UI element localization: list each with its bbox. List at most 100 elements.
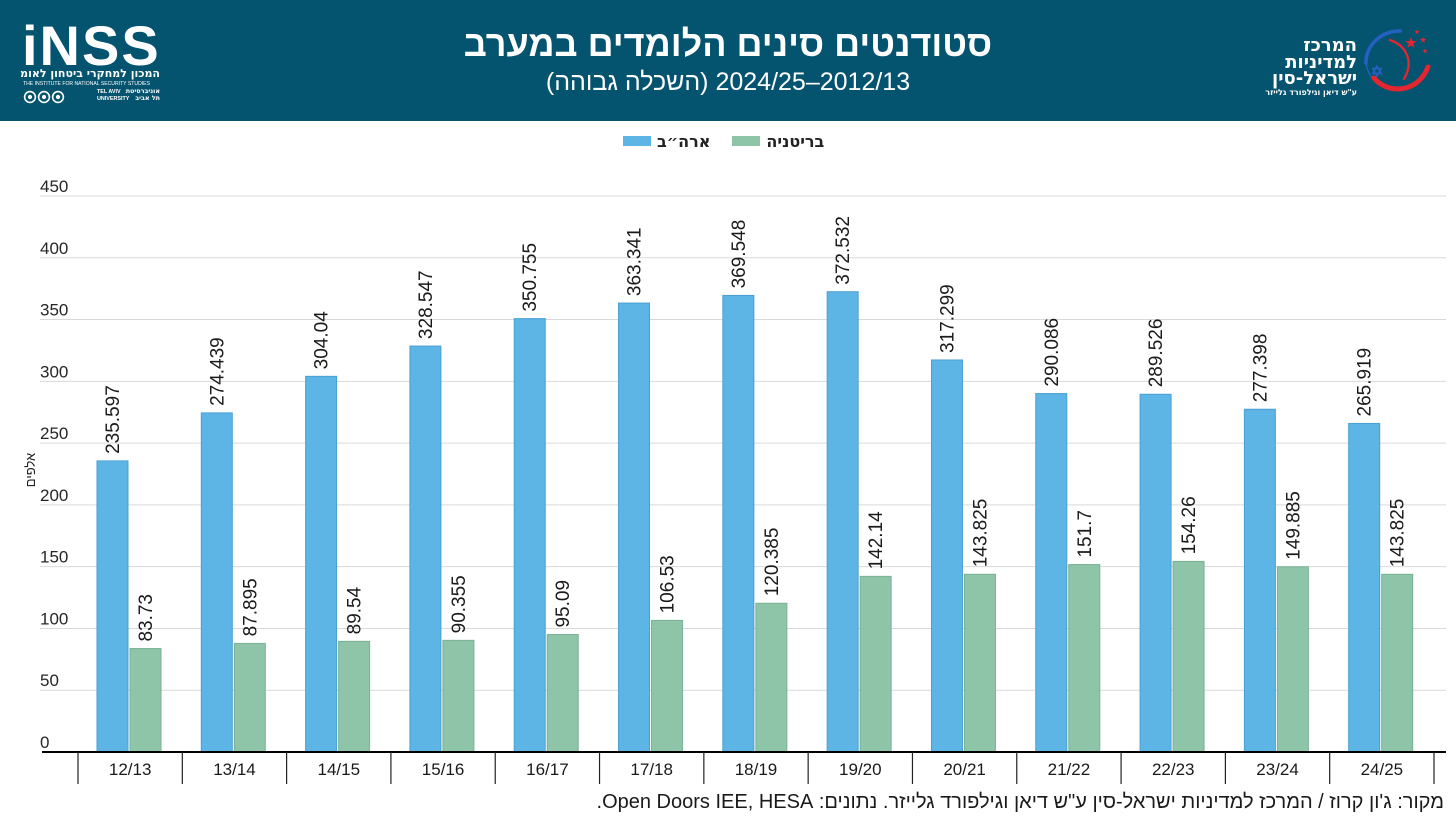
inss-logo-name-en: THE INSTITUTE FOR NATIONAL SECURITY STUD… [23,81,150,87]
y-tick-label-250: 250 [40,424,68,443]
data-label-us-24-25: 265.919 [1355,348,1376,417]
bar-uk-15-16 [442,639,475,753]
data-label-us-15-16: 328.547 [416,270,437,339]
bar-us-15-16 [409,345,442,753]
data-label-us-17-18: 363.341 [625,227,646,296]
x-tick-label-22-23: 22/23 [1152,760,1195,779]
chart-marks: 0 50 100 150 200 250 300 350 400 450 235.597 274.43… [40,177,1446,784]
bar-uk-21-22 [1068,564,1101,753]
center-logo-line1: המרכז [1303,35,1357,56]
center-logo-dedication: ע"ש דיאן וגילפורד גלייזר [1265,88,1357,97]
x-tick-label-12-13: 12/13 [109,760,152,779]
data-label-us-12-13: 235.597 [103,385,124,454]
data-label-us-21-22: 290.086 [1042,318,1063,387]
data-label-us-18-19: 369.548 [729,220,750,289]
data-label-uk-15-16: 90.355 [449,575,470,633]
bar-uk-14-15 [338,640,371,753]
legend-label-us: ארה״ב [657,131,711,151]
x-tick-label-18-19: 18/19 [735,760,778,779]
data-label-uk-14-15: 89.54 [345,586,366,634]
y-tick-label-100: 100 [40,609,68,628]
data-label-uk-13-14: 87.895 [240,578,261,636]
data-label-uk-20-21: 143.825 [970,499,991,568]
data-label-us-13-14: 274.439 [207,337,228,406]
center-logo-line2: למדיניות [1285,52,1357,73]
legend-swatch-us [623,136,651,146]
data-label-uk-12-13: 83.73 [136,594,157,642]
bar-uk-18-19 [755,602,788,753]
legend-item-us: ארה״ב [623,132,732,151]
x-tick-label-16-17: 16/17 [526,760,569,779]
chart-legend: ארה״ב בריטניה [623,130,846,152]
bar-uk-12-13 [129,648,162,753]
data-label-uk-16-17: 95.09 [553,580,574,628]
bar-us-24-25 [1348,422,1381,753]
data-label-us-16-17: 350.755 [520,243,541,312]
bar-us-14-15 [305,375,338,753]
x-tick-label-20-21: 20/21 [943,760,986,779]
bar-uk-17-18 [651,619,684,753]
source-note: מקור: ג'ון קרוז / המרכז למדיניות ישראל-ס… [596,791,1444,813]
bar-us-22-23 [1139,393,1172,753]
data-label-uk-21-22: 151.7 [1075,510,1096,558]
tau-name-he-line1: אוניברסיטת [125,87,160,95]
y-tick-label-300: 300 [40,362,68,381]
bar-us-23-24 [1243,408,1276,753]
legend-item-uk: בריטניה [732,132,846,151]
x-tick-label-19-20: 19/20 [839,760,882,779]
bar-uk-13-14 [233,642,266,753]
y-axis-title: אלפים [23,453,38,487]
data-label-uk-19-20: 142.14 [866,511,887,570]
bar-uk-23-24 [1276,566,1309,753]
bar-us-20-21 [930,359,963,753]
tau-name-en-line1: TEL AVIV [97,89,121,95]
y-tick-label-150: 150 [40,548,68,567]
data-label-uk-24-25: 143.825 [1388,499,1409,568]
x-tick-label-15-16: 15/16 [422,760,465,779]
bar-uk-22-23 [1172,560,1205,753]
data-label-uk-22-23: 154.26 [1179,496,1200,554]
center-logo-line3: ישראל-סין [1272,68,1357,89]
tau-name-en-line2: UNIVERSITY [97,96,130,102]
x-tick-label-24-25: 24/25 [1361,760,1404,779]
legend-label-uk: בריטניה [766,131,825,151]
x-tick-label-13-14: 13/14 [213,760,256,779]
x-tick-label-23-24: 23/24 [1256,760,1299,779]
x-tick-label-14-15: 14/15 [317,760,360,779]
y-tick-label-200: 200 [40,486,68,505]
bar-us-17-18 [618,302,651,753]
tau-logo-icon [23,90,65,104]
y-tick-label-450: 450 [40,177,68,196]
bar-uk-24-25 [1381,573,1414,753]
bar-us-19-20 [826,291,859,753]
data-label-us-22-23: 289.526 [1146,319,1167,388]
x-tick-label-21-22: 21/22 [1048,760,1091,779]
center-logo-emblem-icon [1364,29,1431,92]
inss-logo-name-he: המכון למחקרי ביטחון לאומי [20,68,160,80]
y-tick-label-0: 0 [40,733,49,752]
data-label-us-14-15: 304.04 [312,311,333,370]
bar-uk-19-20 [859,575,892,753]
bar-uk-16-17 [546,634,579,753]
bar-uk-20-21 [963,573,996,753]
inss-logo-wordmark: iNSS [22,14,161,77]
data-label-uk-18-19: 120.385 [762,528,783,597]
y-tick-label-50: 50 [40,671,59,690]
y-tick-label-350: 350 [40,301,68,320]
chart-subtitle: 2012/13–2024/25 (השכלה גבוהה) [545,68,911,96]
x-tick-label-17-18: 17/18 [630,760,673,779]
bar-us-18-19 [722,294,755,753]
legend-swatch-uk [732,136,761,146]
tau-name-he-line2: תל אביב [135,94,160,102]
data-label-uk-23-24: 149.885 [1283,491,1304,560]
data-label-us-23-24: 277.398 [1250,334,1271,403]
data-label-us-19-20: 372.532 [833,216,854,285]
chart-title: סטודנטים סינים הלומדים במערב [463,23,993,64]
bar-us-16-17 [513,318,546,753]
y-tick-label-400: 400 [40,239,68,258]
header-banner: iNSS המכון למחקרי ביטחון לאומי THE INSTI… [0,0,1456,121]
data-label-us-20-21: 317.299 [937,284,958,353]
bar-us-13-14 [200,412,233,753]
bar-us-12-13 [96,460,129,753]
